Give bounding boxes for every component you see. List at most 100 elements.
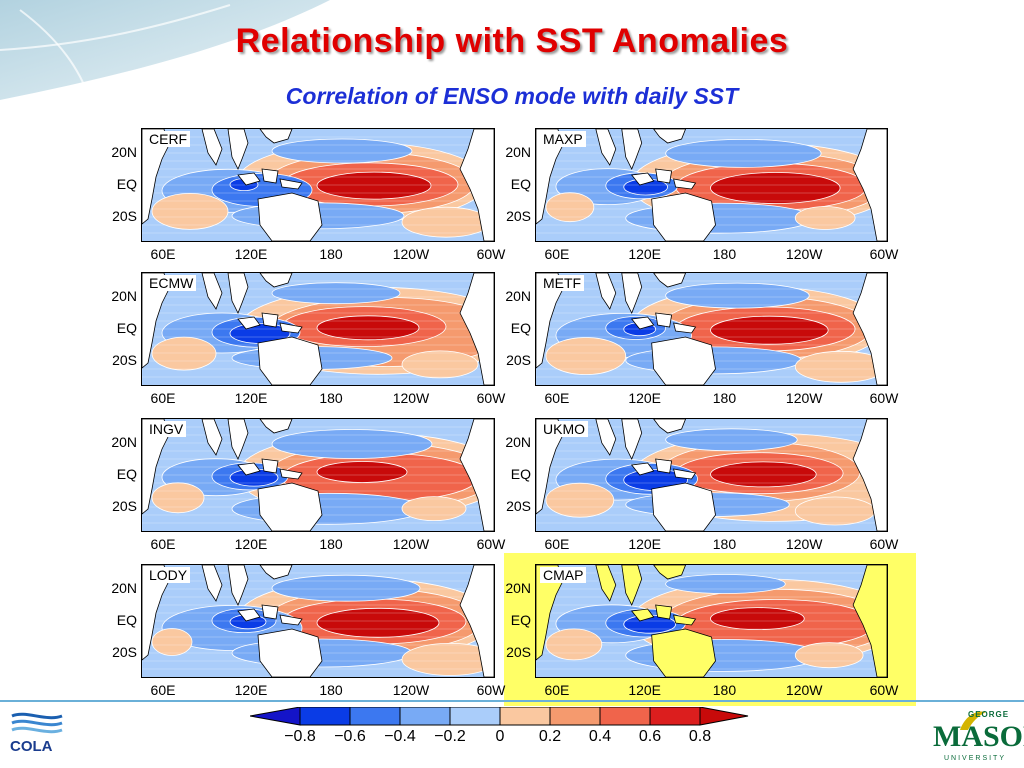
latitude-label: 20S: [112, 208, 137, 224]
map-panel-cmap: CMAP: [535, 564, 888, 678]
longitude-label: 180: [319, 390, 343, 406]
latitude-label: 20S: [506, 644, 531, 660]
longitude-label: 60W: [869, 390, 899, 406]
gmu-logo-mason: MASON: [933, 720, 1024, 753]
colorbar-segment: [499, 707, 551, 726]
longitude-label: 120E: [628, 536, 662, 552]
sst-correlation-map: [142, 273, 494, 385]
longitude-label: 180: [319, 682, 343, 698]
longitude-label: 120W: [785, 536, 823, 552]
longitude-label: 60E: [150, 246, 176, 262]
longitude-label: 60E: [544, 682, 570, 698]
colorbar-segment: [549, 707, 601, 726]
latitude-label: 20N: [111, 434, 137, 450]
latitude-label: 20N: [111, 144, 137, 160]
longitude-label: 120E: [234, 246, 268, 262]
sst-correlation-map: [536, 129, 887, 241]
footer-divider: [0, 700, 1024, 702]
longitude-label: 60W: [869, 246, 899, 262]
longitude-label: 60E: [544, 390, 570, 406]
latitude-label: 20N: [505, 288, 531, 304]
sst-correlation-map: [536, 419, 887, 531]
longitude-label: 60W: [476, 246, 506, 262]
latitude-label: 20S: [112, 498, 137, 514]
longitude-label: 120E: [628, 682, 662, 698]
colorbar-tick-label: −0.6: [334, 728, 366, 745]
longitude-label: 120E: [628, 390, 662, 406]
gmu-logo-george: GEORGE: [968, 710, 1010, 719]
colorbar-tick-label: −0.2: [434, 728, 466, 745]
latitude-label: EQ: [510, 320, 531, 336]
longitude-label: 180: [712, 390, 737, 406]
latitude-label: 20S: [112, 352, 137, 368]
panel-label: UKMO: [540, 421, 588, 437]
latitude-label: EQ: [510, 466, 531, 482]
longitude-label: 180: [712, 682, 737, 698]
longitude-label: 180: [319, 536, 343, 552]
latitude-label: 20S: [506, 208, 531, 224]
colorbar-tick-label: 0.8: [688, 728, 712, 745]
latitude-label: 20S: [112, 644, 137, 660]
colorbar-segment: [299, 707, 351, 726]
sst-correlation-map: [536, 565, 887, 677]
colorbar-segment: [349, 707, 401, 726]
colorbar-segment: [649, 707, 701, 726]
longitude-label: 120E: [234, 390, 268, 406]
colorbar-tick-label: 0.6: [638, 728, 662, 745]
panel-label: METF: [540, 275, 585, 291]
longitude-label: 60W: [476, 390, 506, 406]
latitude-label: EQ: [116, 176, 137, 192]
colorbar-segment: [449, 707, 501, 726]
cola-logo-icon: [11, 712, 63, 734]
colorbar-tick-label: 0.2: [538, 728, 562, 745]
longitude-label: 60E: [544, 246, 570, 262]
sst-correlation-map: [536, 273, 887, 385]
longitude-label: 180: [712, 536, 737, 552]
panel-label: LODY: [146, 567, 191, 583]
longitude-label: 180: [712, 246, 737, 262]
cola-logo-text: COLA: [10, 738, 53, 755]
sst-correlation-map: [142, 565, 494, 677]
colorbar: [250, 707, 749, 726]
panel-label: CERF: [146, 131, 191, 147]
longitude-label: 120W: [392, 682, 430, 698]
longitude-label: 60W: [476, 682, 506, 698]
longitude-label: 60W: [869, 682, 899, 698]
gmu-logo-icon: [960, 711, 986, 730]
longitude-label: 120E: [234, 536, 268, 552]
gmu-logo-university: UNIVERSITY: [944, 755, 1007, 762]
longitude-label: 60E: [544, 536, 570, 552]
map-panel-metf: METF: [535, 272, 888, 386]
latitude-label: 20N: [505, 434, 531, 450]
colorbar-segment: [399, 707, 451, 726]
longitude-label: 60W: [476, 536, 506, 552]
longitude-label: 180: [319, 246, 343, 262]
colorbar-arrow-right: [699, 707, 749, 726]
longitude-label: 120W: [785, 682, 823, 698]
latitude-label: 20N: [111, 288, 137, 304]
map-panel-lody: LODY: [141, 564, 495, 678]
map-panel-maxp: MAXP: [535, 128, 888, 242]
colorbar-tick-label: 0: [495, 728, 505, 745]
longitude-label: 120W: [392, 246, 430, 262]
colorbar-tick-label: −0.4: [384, 728, 416, 745]
latitude-label: 20N: [111, 580, 137, 596]
latitude-label: EQ: [116, 466, 137, 482]
page-subtitle: Correlation of ENSO mode with daily SST: [285, 83, 739, 109]
colorbar-tick-label: −0.8: [284, 728, 316, 745]
map-panel-ukmo: UKMO: [535, 418, 888, 532]
page-title: Relationship with SST Anomalies: [235, 22, 789, 60]
panel-label: INGV: [146, 421, 187, 437]
sst-correlation-map: [142, 419, 494, 531]
longitude-label: 120E: [628, 246, 662, 262]
panel-label: ECMW: [146, 275, 197, 291]
sst-correlation-map: [142, 129, 494, 241]
latitude-label: EQ: [116, 612, 137, 628]
latitude-label: 20S: [506, 498, 531, 514]
colorbar-segment: [599, 707, 651, 726]
map-panel-ecmw: ECMW: [141, 272, 495, 386]
longitude-label: 120W: [785, 390, 823, 406]
panel-label: CMAP: [540, 567, 587, 583]
latitude-label: EQ: [510, 612, 531, 628]
longitude-label: 120W: [392, 390, 430, 406]
